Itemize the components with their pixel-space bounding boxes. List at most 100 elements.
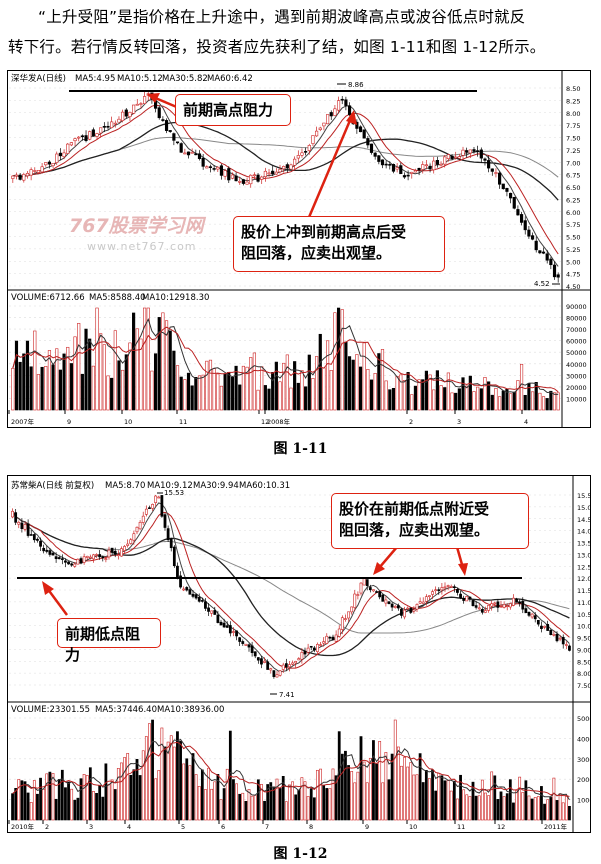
volume-tick: 10000 bbox=[566, 395, 587, 403]
chart-title: 苏常柴A(日线 前复权) bbox=[11, 480, 94, 491]
price-tick: 9.50 bbox=[577, 635, 591, 643]
ma10-line bbox=[12, 511, 570, 669]
intro-line-1: “上升受阻”是指价格在上升途中，遇到前期波峰高点或波谷低点时就反 bbox=[38, 8, 526, 26]
volume-tick: 40000 bbox=[577, 735, 591, 743]
volume-ma10-legend: MA10:38936.00 bbox=[157, 705, 224, 715]
price-tick: 13.50 bbox=[577, 540, 591, 548]
low-price-label: 4.52 bbox=[534, 280, 550, 288]
ma60-legend: MA60:10.31 bbox=[239, 481, 290, 491]
high-price-label: 8.86 bbox=[348, 81, 364, 89]
date-tick: 12 bbox=[497, 823, 505, 831]
price-tick: 9.00 bbox=[577, 646, 591, 654]
price-tick: 10.00 bbox=[577, 623, 591, 631]
price-tick: 6.75 bbox=[566, 172, 580, 180]
price-axis-labels: 8.50 8.25 8.00 7.75 7.50 7.25 7.00 6.75 6.50 6.25… bbox=[566, 85, 580, 291]
annotation-sell-advice: 股价在前期低点附近受 阻回落，应卖出观望。 bbox=[331, 493, 529, 549]
figure-1-12: 苏常柴A(日线 前复权) MA5:8.70 MA10:9.12 MA30:9.9… bbox=[7, 475, 598, 833]
date-tick: 2010年 bbox=[11, 822, 35, 831]
date-tick: 3 bbox=[457, 418, 461, 426]
date-tick: 12 bbox=[261, 418, 269, 426]
volume-bars bbox=[11, 307, 560, 411]
volume-tick: 20000 bbox=[577, 776, 591, 784]
ma60-legend: MA60:6.42 bbox=[207, 74, 253, 84]
watermark-logo: 767股票学习网 bbox=[69, 215, 204, 237]
arrow-to-resistance bbox=[42, 581, 69, 616]
price-tick: 7.25 bbox=[566, 147, 580, 155]
ma5-legend: MA5:8.70 bbox=[105, 481, 145, 491]
volume-bars bbox=[11, 719, 571, 821]
volume-ma5-legend: MA5:8588.40 bbox=[89, 293, 146, 303]
price-tick: 7.50 bbox=[577, 682, 591, 690]
price-tick: 8.25 bbox=[566, 97, 580, 105]
ma30-legend: MA30:5.82 bbox=[162, 74, 208, 84]
date-tick: 5 bbox=[181, 823, 185, 831]
ma5-legend: MA5:4.95 bbox=[75, 74, 115, 84]
price-tick: 14.50 bbox=[577, 516, 591, 524]
date-tick: 9 bbox=[67, 418, 71, 426]
caption-1-12: 图 1-12 bbox=[273, 846, 328, 862]
annotation-text: 前期高点阻力 bbox=[183, 101, 274, 119]
price-tick: 8.00 bbox=[577, 670, 591, 678]
volume-ma5-line bbox=[12, 317, 559, 395]
volume-tick: 20000 bbox=[566, 384, 587, 392]
caption-1-11: 图 1-11 bbox=[273, 441, 328, 457]
date-tick: 3 bbox=[89, 823, 93, 831]
ma5-line bbox=[12, 98, 559, 267]
arrow-to-retest-2 bbox=[455, 546, 468, 576]
date-tick: 7 bbox=[265, 823, 269, 831]
price-tick: 8.50 bbox=[577, 658, 591, 666]
date-tick: 2011年 bbox=[544, 822, 568, 831]
price-tick: 7.75 bbox=[566, 122, 580, 130]
price-tick: 10.50 bbox=[577, 611, 591, 619]
annotation-text-line2: 阻回落，应卖出观望。 bbox=[339, 521, 490, 539]
annotation-sell-advice: 股价上冲到前期高点后受 阻回落，应卖出观望。 bbox=[233, 216, 445, 272]
annotation-prior-low-resistance: 前期低点阻力 bbox=[57, 618, 161, 664]
arrow-to-retest-1 bbox=[373, 546, 398, 575]
volume-legend: VOLUME:23301.55 bbox=[11, 705, 90, 715]
date-tick: 9 bbox=[365, 823, 369, 831]
ma5-line bbox=[12, 502, 570, 673]
price-tick: 12.50 bbox=[577, 563, 591, 571]
ma30-legend: MA30:9.94 bbox=[193, 481, 239, 491]
chart-title: 深华发A(日线) bbox=[11, 73, 66, 84]
candlesticks bbox=[11, 90, 560, 283]
annotation-text: 前期低点阻力 bbox=[65, 625, 141, 664]
volume-axis-labels: 50000 40000 30000 20000 10000 bbox=[577, 715, 598, 805]
price-tick: 5.00 bbox=[566, 258, 580, 266]
date-tick: 8 bbox=[309, 823, 313, 831]
date-tick: 4 bbox=[127, 823, 131, 831]
watermark-url: www.net767.com bbox=[87, 240, 197, 253]
date-tick: 2 bbox=[45, 823, 49, 831]
price-tick: 11.50 bbox=[577, 587, 591, 595]
volume-axis-labels: 90000 80000 70000 60000 50000 40000 30000 20000… bbox=[566, 303, 587, 403]
low-price-label: 7.41 bbox=[279, 691, 295, 699]
price-tick: 4.50 bbox=[566, 283, 580, 291]
date-tick: 11 bbox=[457, 823, 465, 831]
annotation-text-line2: 阻回落，应卖出观望。 bbox=[241, 244, 392, 262]
price-tick: 14.00 bbox=[577, 528, 591, 536]
date-tick: 4 bbox=[524, 418, 528, 426]
volume-ma10-legend: MA10:12918.30 bbox=[142, 293, 209, 303]
arrow-to-peak bbox=[305, 110, 357, 223]
ma60-line bbox=[12, 511, 570, 634]
date-tick: 10 bbox=[124, 418, 132, 426]
candlesticks bbox=[11, 495, 571, 679]
volume-ma5-legend: MA5:37446.40 bbox=[95, 705, 157, 715]
price-tick: 6.25 bbox=[566, 196, 580, 204]
price-tick: 6.00 bbox=[566, 209, 580, 217]
price-tick: 15.00 bbox=[577, 504, 591, 512]
price-tick: 12.00 bbox=[577, 575, 591, 583]
volume-tick: 90000 bbox=[566, 303, 587, 311]
intro-paragraph: “上升受阻”是指价格在上升途中，遇到前期波峰高点或波谷低点时就反 转下行。若行情… bbox=[8, 2, 594, 62]
price-tick: 8.00 bbox=[566, 110, 580, 118]
date-tick: 2007年 bbox=[11, 417, 35, 426]
figure-1-11: 深华发A(日线) MA5:4.95 MA10:5.12 MA30:5.82 MA… bbox=[7, 70, 591, 428]
volume-tick: 60000 bbox=[566, 338, 587, 346]
stock-chart-shenhuafa: 深华发A(日线) MA5:4.95 MA10:5.12 MA30:5.82 MA… bbox=[7, 70, 591, 428]
price-tick: 5.25 bbox=[566, 246, 580, 254]
volume-tick: 80000 bbox=[566, 315, 587, 323]
date-axis-labels: 2010年 2 3 4 5 6 7 8 9 10 11 12 2011年 bbox=[8, 820, 568, 831]
date-tick: 2 bbox=[409, 418, 413, 426]
ma10-legend: MA10:9.12 bbox=[147, 481, 193, 491]
